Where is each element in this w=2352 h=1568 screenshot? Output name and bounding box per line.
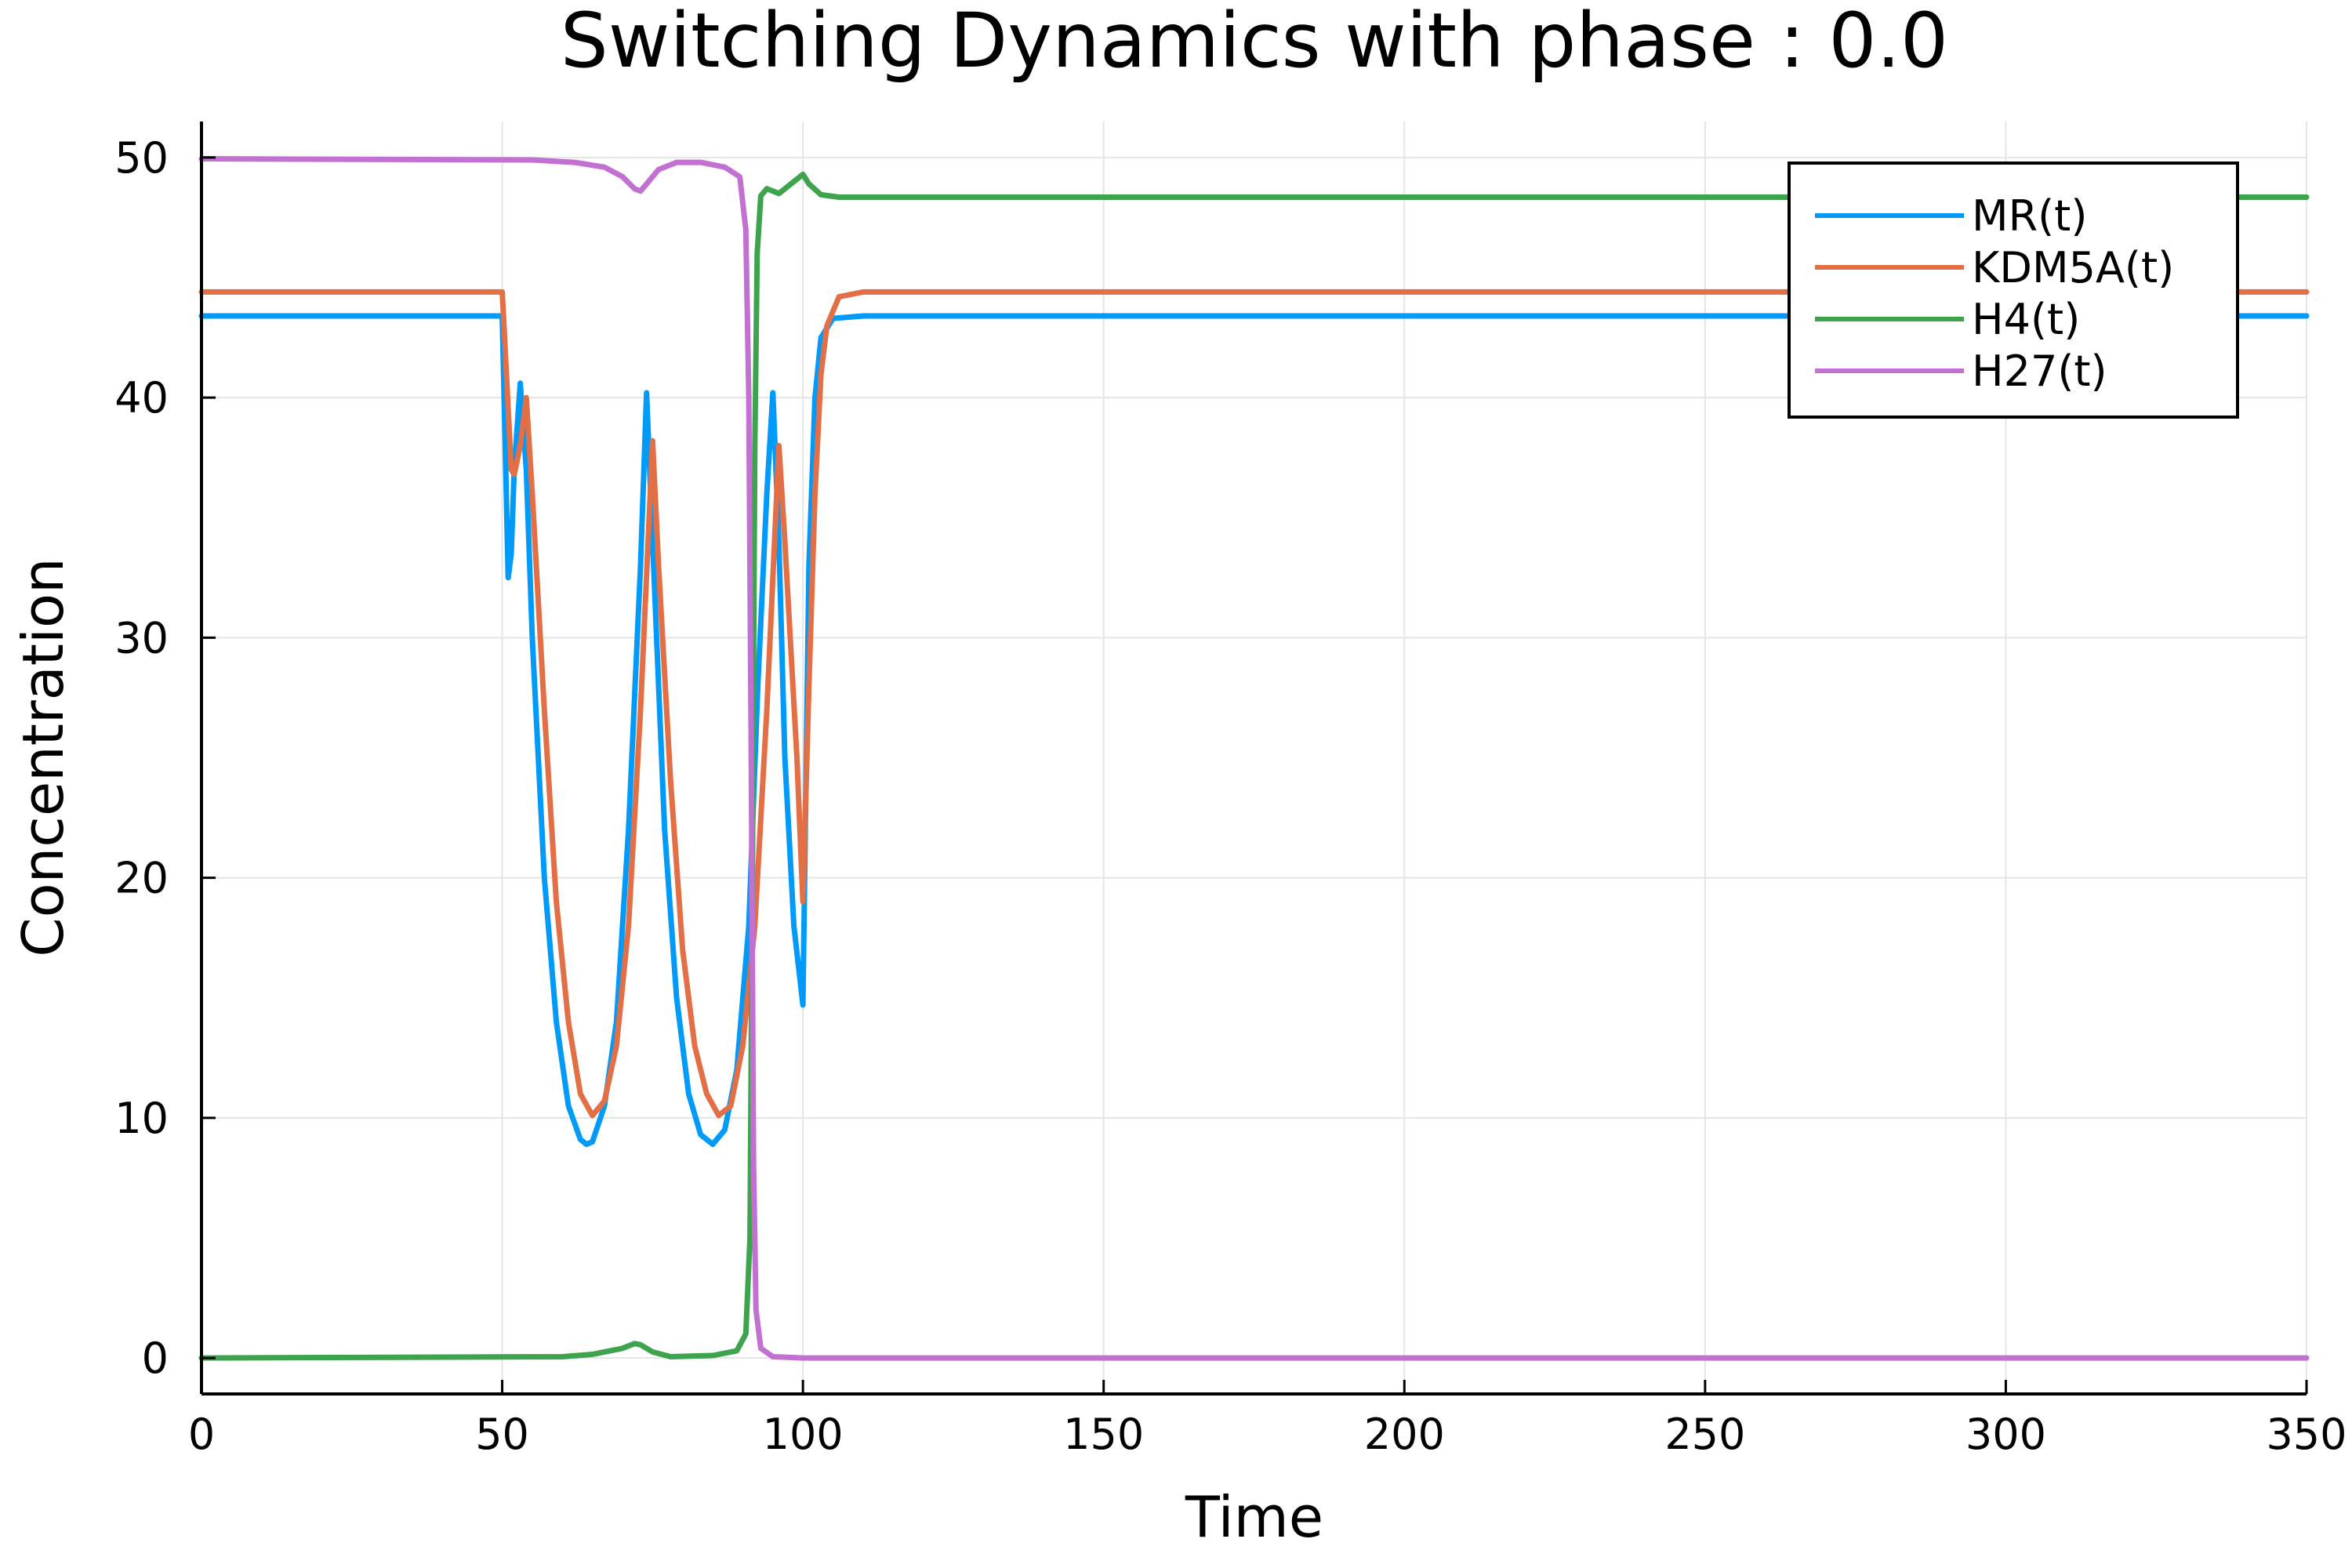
- series-line-mrt: [198, 313, 2310, 1147]
- y-tick-label: 20: [114, 854, 169, 903]
- x-tick-label: 200: [1364, 1410, 1445, 1459]
- y-tick-label: 10: [114, 1094, 169, 1143]
- series-lines: [198, 156, 2310, 1361]
- x-tick-label: 300: [1965, 1410, 2046, 1459]
- x-tick-label: 350: [2266, 1410, 2347, 1459]
- legend-label: MR(t): [1972, 191, 2087, 241]
- y-tick-label: 30: [114, 613, 169, 662]
- legend-label: KDM5A(t): [1972, 243, 2174, 292]
- series-line-h27t: [198, 156, 2310, 1361]
- y-tick-label: 50: [114, 133, 169, 183]
- chart-title: Switching Dynamics with phase : 0.0: [561, 0, 1948, 85]
- x-tick-label: 50: [475, 1410, 529, 1459]
- x-axis-label: Time: [1185, 1484, 1323, 1550]
- x-tick-label: 0: [188, 1410, 215, 1459]
- y-tick-label: 40: [114, 373, 169, 423]
- y-axis-label: Concentration: [10, 557, 76, 956]
- legend: MR(t)KDM5A(t)H4(t)H27(t): [1788, 162, 2239, 419]
- series-line-kdm5at: [198, 289, 2310, 1119]
- y-tick-label: 0: [142, 1334, 169, 1383]
- legend-label: H27(t): [1972, 347, 2107, 396]
- legend-box: [1788, 162, 2239, 419]
- x-tick-label: 100: [763, 1410, 844, 1459]
- x-tick-label: 250: [1664, 1410, 1745, 1459]
- legend-label: H4(t): [1972, 295, 2080, 344]
- axes: [200, 122, 2308, 1396]
- x-tick-label: 150: [1063, 1410, 1144, 1459]
- tick-labels: 0 50 100 150 200 250 300 350 0 10 20 30 40 50: [114, 133, 2347, 1459]
